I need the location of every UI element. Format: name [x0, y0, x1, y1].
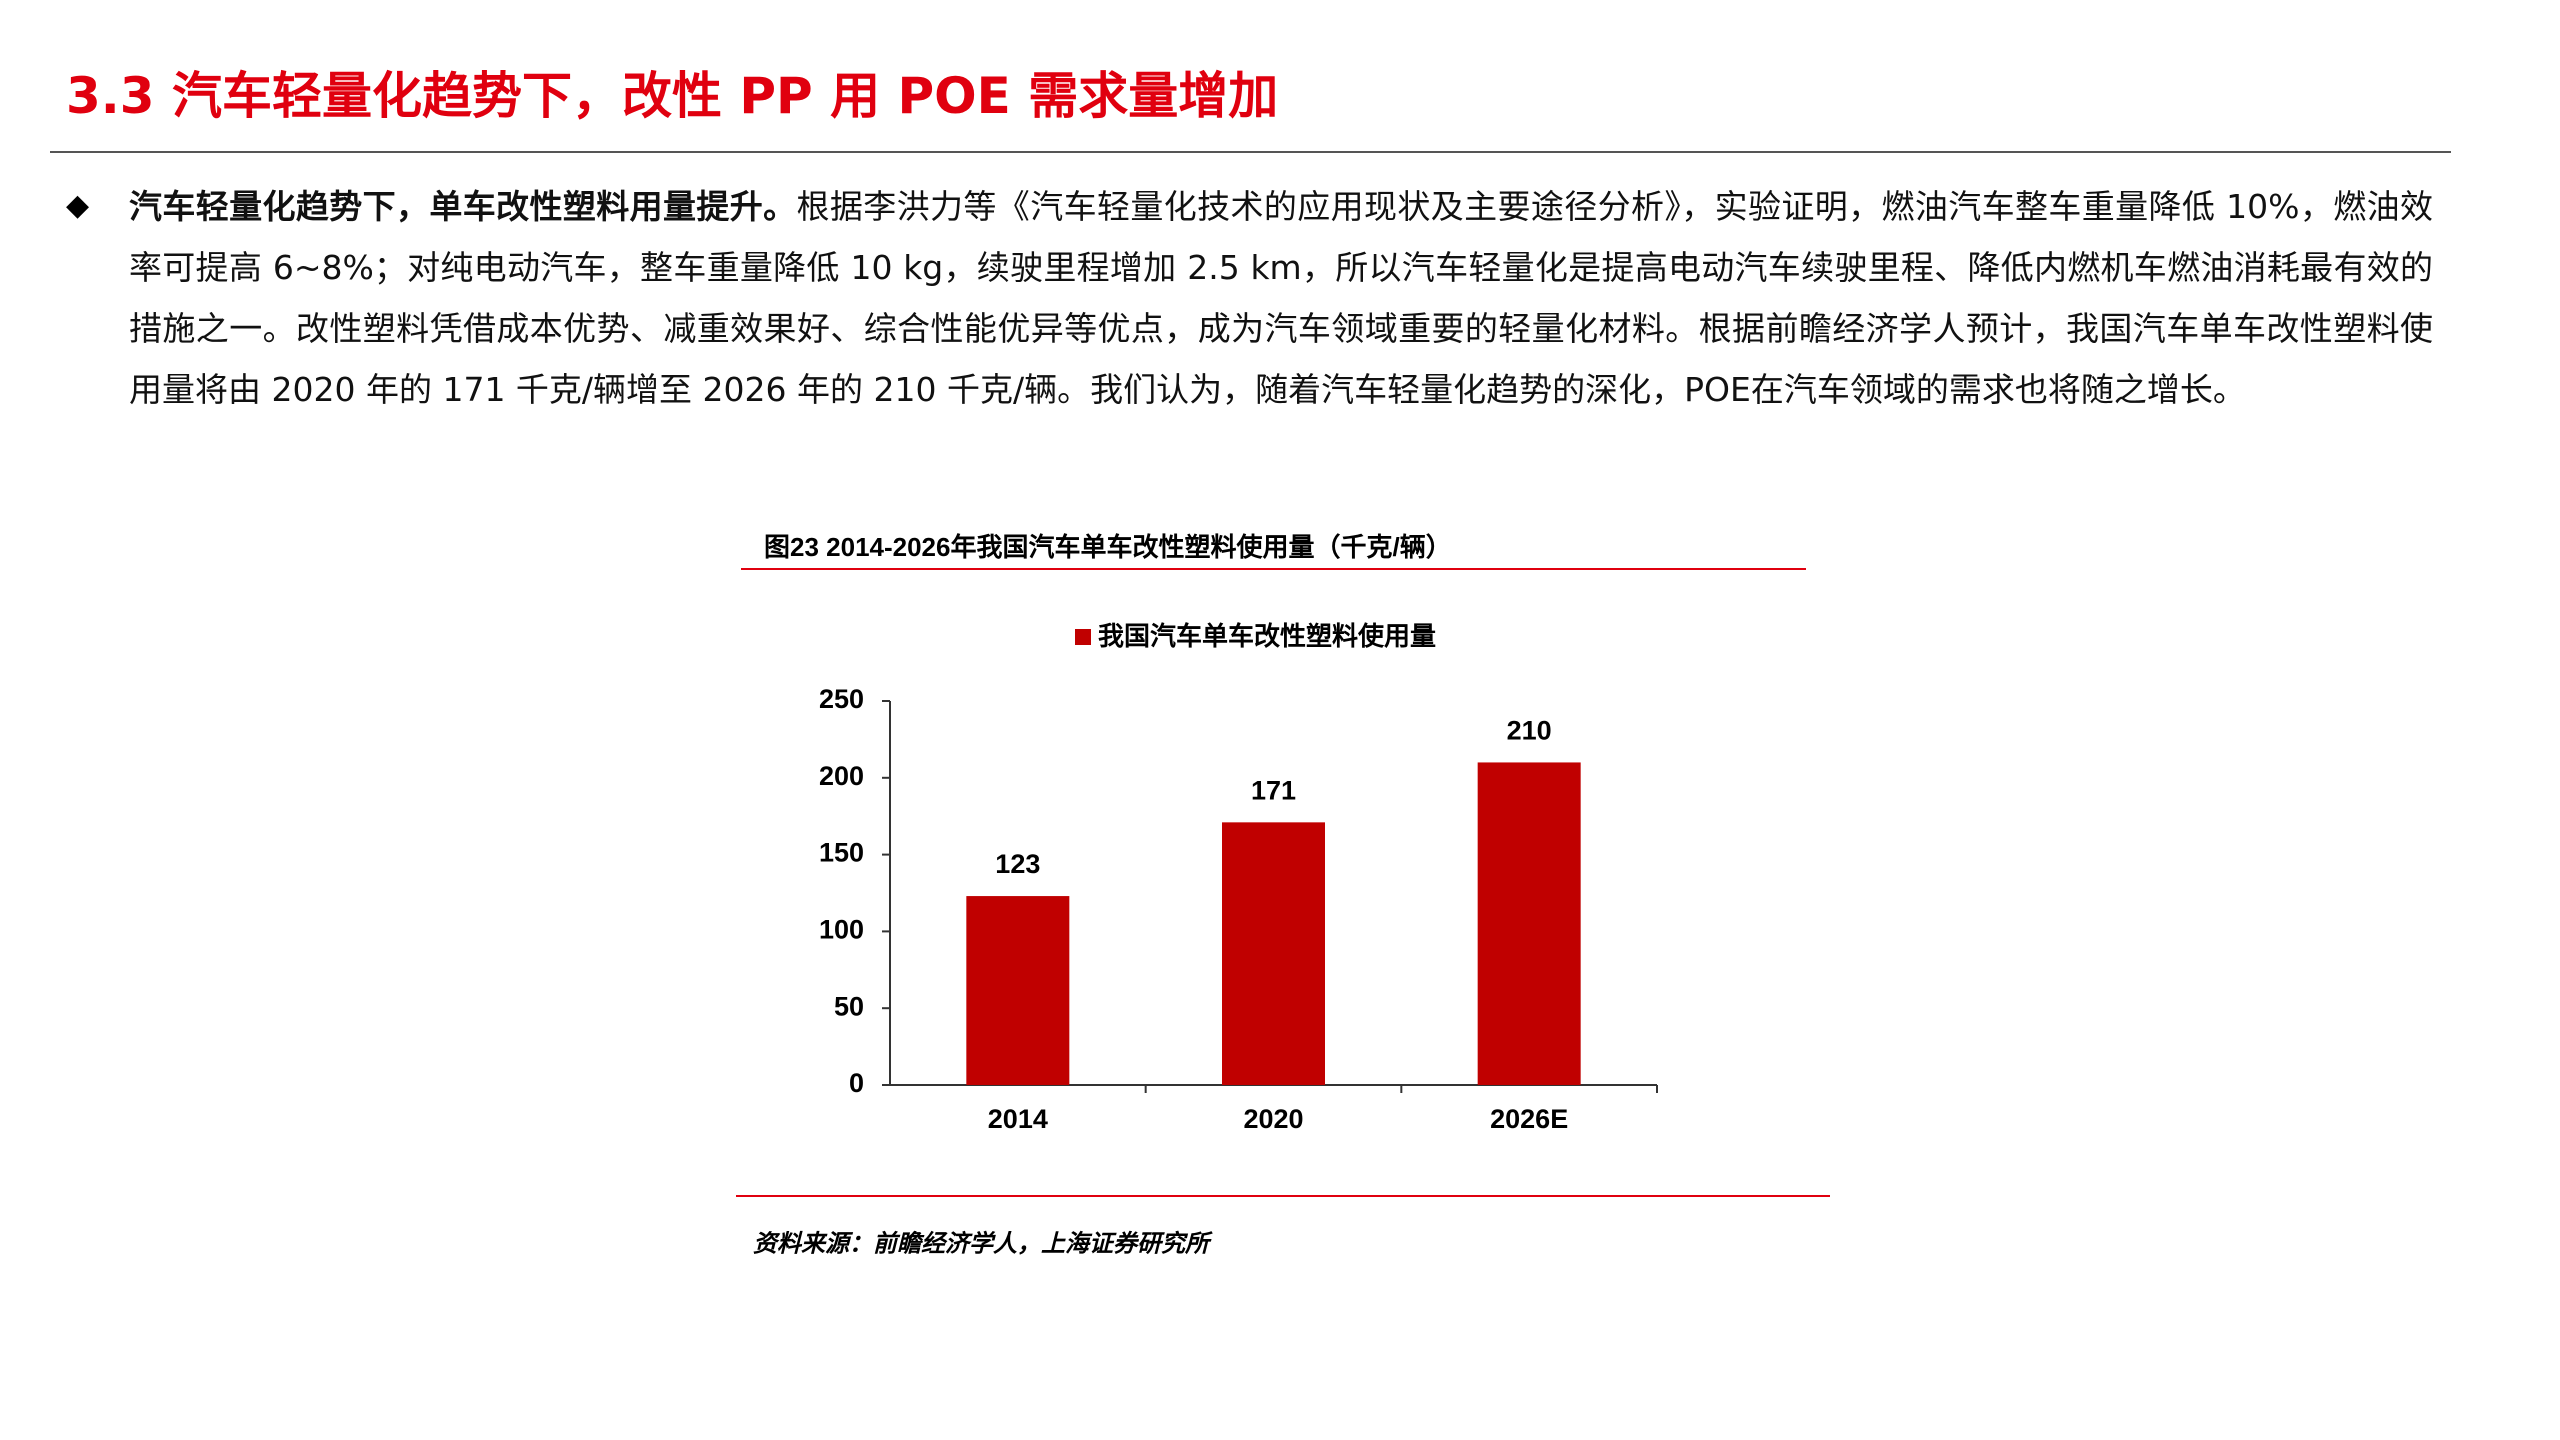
- y-tick-label: 0: [849, 1068, 864, 1098]
- page-title: 3.3 汽车轻量化趋势下，改性 PP 用 POE 需求量增加: [66, 67, 1279, 125]
- legend-label: 我国汽车单车改性塑料使用量: [1098, 621, 1436, 651]
- value-label: 171: [1251, 775, 1296, 805]
- x-tick-label: 2026E: [1490, 1104, 1568, 1134]
- value-label: 123: [995, 849, 1040, 879]
- title-rule: [50, 151, 2451, 153]
- bar: [1477, 762, 1581, 1085]
- bullet: ◆: [66, 188, 90, 223]
- paragraph: 汽车轻量化趋势下，单车改性塑料用量提升。根据李洪力等《汽车轻量化技术的应用现状及…: [129, 176, 2433, 420]
- x-tick-label: 2014: [988, 1104, 1048, 1134]
- bar: [1222, 822, 1325, 1085]
- y-tick-label: 200: [819, 761, 864, 791]
- legend-swatch: [1075, 629, 1091, 645]
- y-tick-label: 100: [819, 915, 864, 945]
- value-label: 210: [1507, 716, 1552, 746]
- lead: 汽车轻量化趋势下，单车改性塑料用量提升。: [129, 187, 797, 226]
- y-tick-label: 50: [834, 991, 864, 1021]
- chart-title: 图23 2014-2026年我国汽车单车改性塑料使用量（千克/辆）: [764, 532, 1452, 562]
- x-tick-label: 2020: [1243, 1104, 1303, 1134]
- y-tick-label: 150: [819, 838, 864, 868]
- y-tick-label: 250: [819, 684, 864, 714]
- body: 根据李洪力等《汽车轻量化技术的应用现状及主要途径分析》，实验证明，燃油汽车整车重…: [129, 187, 2433, 409]
- source: 资料来源：前瞻经济学人，上海证券研究所: [753, 1230, 1213, 1257]
- bar: [966, 896, 1070, 1085]
